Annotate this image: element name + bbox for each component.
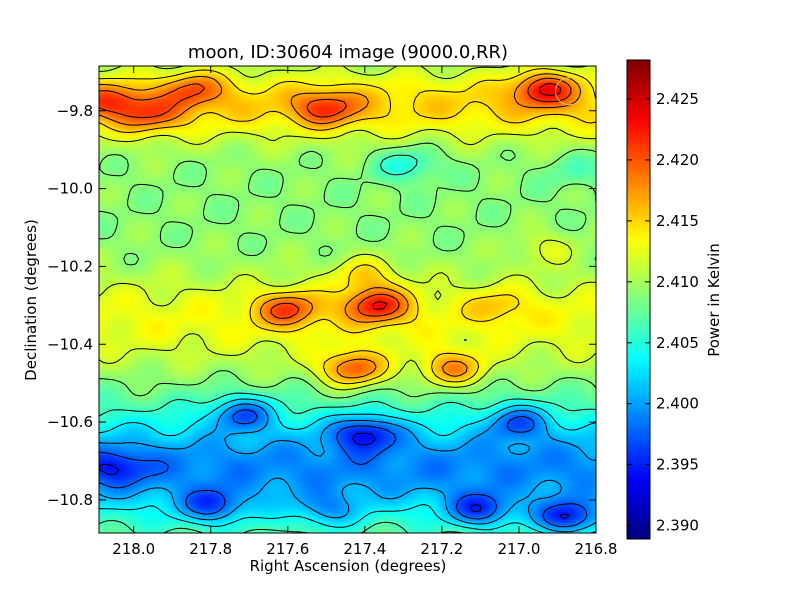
contour-lines: [98, 65, 597, 534]
colorbar-frame: [626, 59, 651, 540]
y-tick-label: −10.4: [47, 335, 93, 353]
colorbar-tick-label: 2.425: [656, 90, 699, 108]
x-tick-label: 217.8: [189, 540, 232, 558]
colorbar-tick-label: 2.405: [656, 334, 699, 352]
x-tick-label: 216.8: [575, 540, 618, 558]
contour-level-10: [98, 77, 572, 319]
colorbar-gradient: [627, 60, 650, 539]
contour-level-9: [98, 73, 581, 379]
x-tick-label: 217.0: [497, 540, 540, 558]
colorbar-tick-label: 2.420: [656, 151, 699, 169]
x-tick-label: 217.4: [343, 540, 386, 558]
colorbar: 2.390 2.395 2.400 2.405 2.410 2.415 2.420 2.425: [626, 59, 699, 540]
colorbar-tick-label: 2.400: [656, 395, 699, 413]
x-tick-label: 217.6: [266, 540, 309, 558]
colorbar-tick-label: 2.390: [656, 517, 699, 535]
y-tick-label: −10.6: [47, 413, 93, 431]
plot-frame: [98, 65, 597, 534]
colorbar-label: Power in Kelvin: [705, 243, 723, 357]
plot-area: 218.0 217.8 217.6 217.4 217.2 217.0 216.8 −9.8…: [47, 65, 617, 558]
contour-level-2: [98, 409, 588, 528]
y-tick-label: −10.2: [47, 257, 93, 275]
contour-level-7: [98, 65, 597, 391]
y-tick-label: −9.8: [57, 102, 93, 120]
y-tick-label: −10.0: [47, 180, 93, 198]
contour-level-4: [98, 398, 597, 534]
colorbar-tick-label: 2.395: [656, 456, 699, 474]
x-tick-label: 217.2: [420, 540, 463, 558]
contour-level-5: [98, 154, 597, 534]
beam-marker: [555, 77, 584, 106]
x-tick-label: 218.0: [112, 540, 155, 558]
colorbar-tick-label: 2.410: [656, 273, 699, 291]
contour-level-8: [98, 68, 597, 385]
colorbar-tick-label: 2.415: [656, 212, 699, 230]
colorbar-ticks: 2.390 2.395 2.400 2.405 2.410 2.415 2.420 2.425: [627, 90, 699, 535]
contour-level-3: [98, 403, 597, 533]
contour-level-11: [372, 83, 562, 310]
x-axis-label: Right Ascension (degrees): [250, 557, 447, 575]
y-tick-label: −10.8: [47, 491, 93, 509]
x-axis-ticks: 218.0 217.8 217.6 217.4 217.2 217.0 216.8: [112, 66, 617, 558]
y-axis-label: Declination (degrees): [22, 219, 40, 381]
chart-title: moon, ID:30604 image (9000.0,RR): [188, 42, 508, 63]
contour-level-1: [98, 432, 570, 520]
y-axis-ticks: −9.8 −10.0 −10.2 −10.4 −10.6 −10.8: [47, 102, 596, 509]
